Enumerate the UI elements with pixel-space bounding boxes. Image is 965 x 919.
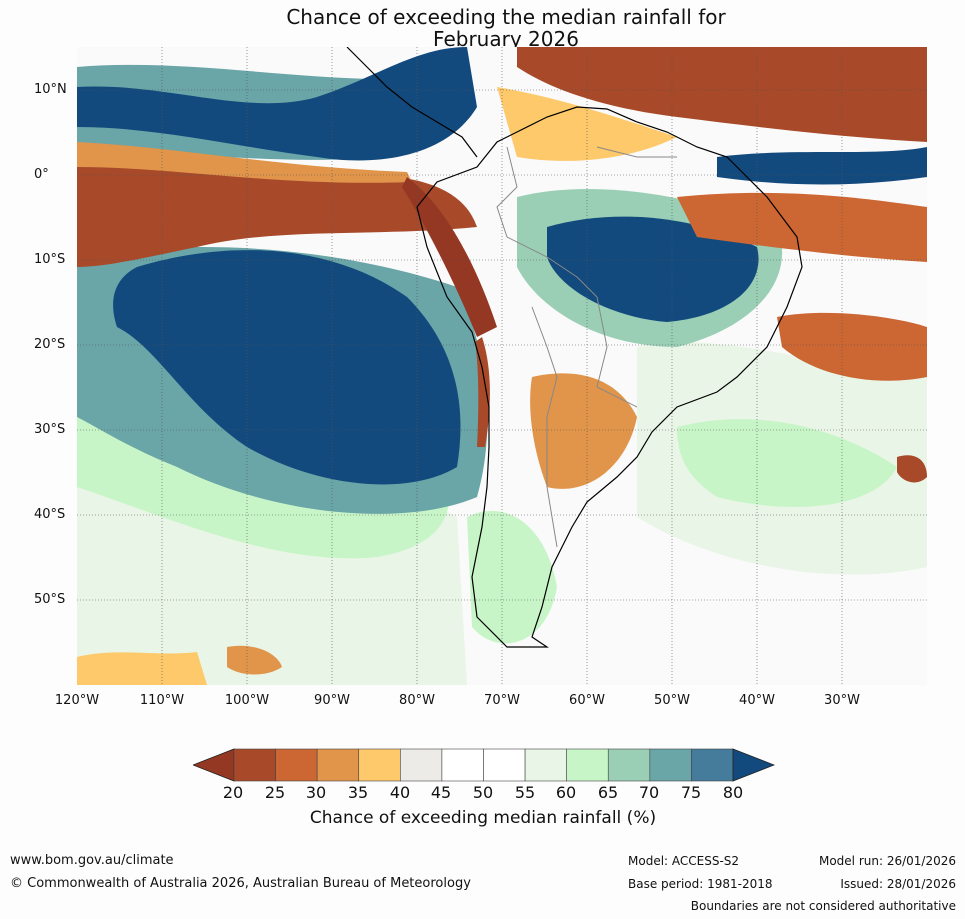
colorbar-cell [316,748,360,782]
colorbar-tick-35: 35 [347,783,369,802]
colorbar-tick-30: 30 [305,783,327,802]
base-period-text: Base period: 1981-2018 [628,877,773,891]
brown-region-north-atlantic [517,47,927,142]
colorbar-cell [275,748,318,782]
central-america-coastline [346,47,478,158]
brown-region-south-atlantic [777,312,927,381]
copyright-text: © Commonwealth of Australia 2026, Austra… [10,876,471,891]
country-boundaries [496,146,677,548]
chart-title-line-2: February 2026 [433,27,579,51]
orange-fringe-equatorial-pacific [77,142,412,183]
blue-region-amazon [547,216,759,322]
colorbar-label: Chance of exceeding median rainfall (%) [309,808,657,828]
colorbar-tick-50: 50 [472,783,494,802]
lon-label-50w: 50°W [654,693,690,708]
green-region-patagonia [467,510,557,644]
lat-label-10s: 10°S [34,252,66,267]
orange-region-southeast-sa [530,373,637,489]
brown-strip-chile [475,337,490,447]
model-run-text: Model run: 26/01/2026 [818,854,956,868]
colorbar-tick-65: 65 [597,783,619,802]
colorbar-tick-55: 55 [514,783,536,802]
colorbar-cell [524,748,567,782]
lon-label-100w: 100°W [224,693,270,708]
lat-label-0: 0° [34,167,49,182]
colorbar-tick-45: 45 [430,783,452,802]
blue-region-south-pacific [113,250,461,485]
model-text: Model: ACCESS-S2 [628,854,740,868]
colorbar-cell [649,748,692,782]
blue-region-pacific-north [77,47,477,161]
colorbar-tick-20: 20 [222,783,244,802]
colorbar-tick-25: 25 [264,783,286,802]
colorbar-tick-70: 70 [638,783,660,802]
brown-band-south-atlantic [677,192,927,262]
lon-label-80w: 80°W [399,693,435,708]
lat-label-30s: 30°S [34,422,66,437]
colorbar-cells [233,748,734,782]
lon-label-40w: 40°W [739,693,775,708]
colorbar-high-extend [732,748,775,782]
colorbar-cell [441,748,484,782]
colorbar-low-extend [193,748,235,782]
colorbar-cell [483,748,526,782]
orange-patch-south-pacific [227,645,282,675]
lon-label-90w: 90°W [314,693,350,708]
colorbar-cell [607,748,651,782]
colorbar-cell [566,748,609,782]
issued-text: Issued: 28/01/2026 [840,877,956,891]
colorbar [193,748,775,782]
lat-label-10n: 10°N [34,82,67,97]
lon-label-70w: 70°W [484,693,520,708]
colorbar-cell [233,748,276,782]
brown-region-andes [402,177,497,337]
brown-spot-east-atlantic [897,455,927,483]
colorbar-tick-75: 75 [680,783,702,802]
colorbar-tick-60: 60 [555,783,577,802]
colorbar-tick-40: 40 [389,783,411,802]
colorbar-tick-80: 80 [722,783,744,802]
lat-label-40s: 40°S [34,507,66,522]
graticule [77,47,927,685]
map-canvas [77,47,927,685]
lon-label-120w: 120°W [54,693,100,708]
blue-band-equatorial-atlantic [717,147,927,185]
orange-region-northern-sa [497,87,677,161]
lon-label-60w: 60°W [569,693,605,708]
chart-title-line-1: Chance of exceeding the median rainfall … [286,5,726,29]
lat-label-20s: 20°S [34,337,66,352]
colorbar-cell [691,748,734,782]
disclaimer-text: Boundaries are not considered authoritat… [690,899,956,913]
website-link[interactable]: www.bom.gov.au/climate [10,853,174,868]
lat-label-50s: 50°S [34,592,66,607]
lon-label-110w: 110°W [139,693,185,708]
colorbar-cell [400,748,443,782]
south-america-coastline [416,106,803,648]
rainfall-map [77,47,927,685]
orange-patches-southwest [77,652,207,685]
colorbar-cell [358,748,401,782]
lon-label-30w: 30°W [824,693,860,708]
